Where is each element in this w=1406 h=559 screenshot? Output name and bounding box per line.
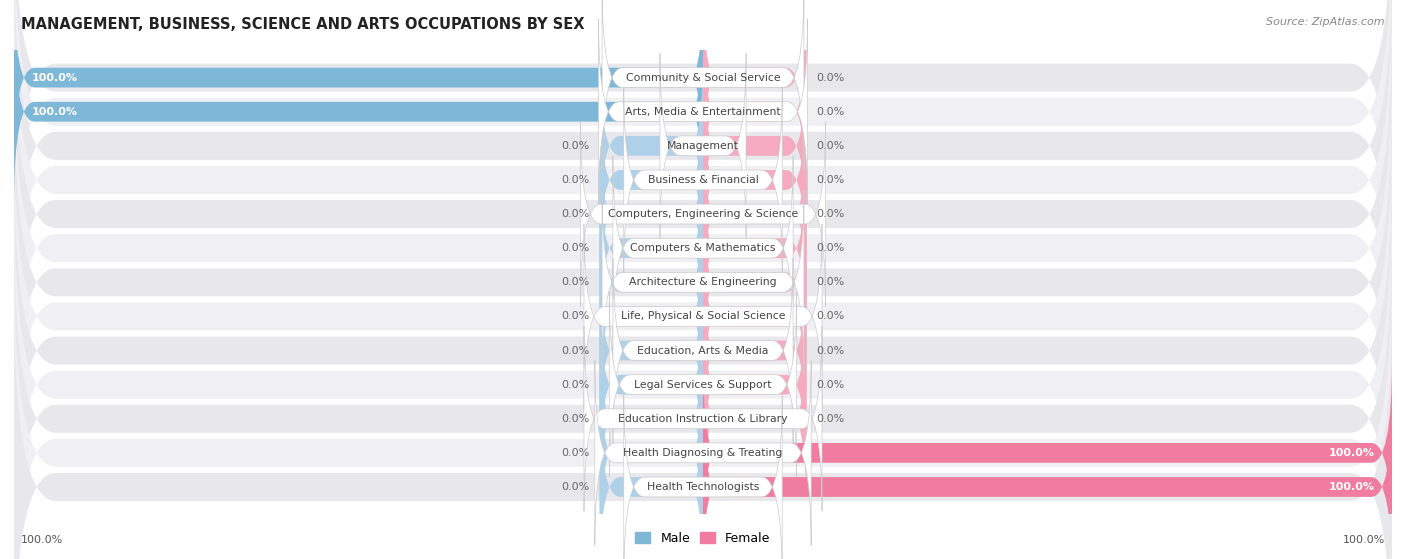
Text: 0.0%: 0.0% xyxy=(817,311,845,321)
Text: 0.0%: 0.0% xyxy=(561,209,589,219)
FancyBboxPatch shape xyxy=(599,361,703,546)
Text: 0.0%: 0.0% xyxy=(817,380,845,390)
Text: 100.0%: 100.0% xyxy=(21,535,63,545)
FancyBboxPatch shape xyxy=(703,395,1392,559)
FancyBboxPatch shape xyxy=(599,156,703,340)
FancyBboxPatch shape xyxy=(703,361,1392,546)
FancyBboxPatch shape xyxy=(703,190,807,375)
Text: 100.0%: 100.0% xyxy=(31,107,77,117)
FancyBboxPatch shape xyxy=(14,0,1392,337)
FancyBboxPatch shape xyxy=(14,228,1392,559)
Text: Legal Services & Support: Legal Services & Support xyxy=(634,380,772,390)
Text: 0.0%: 0.0% xyxy=(561,243,589,253)
FancyBboxPatch shape xyxy=(659,53,747,238)
FancyBboxPatch shape xyxy=(624,88,782,272)
Text: 0.0%: 0.0% xyxy=(561,141,589,151)
Text: 0.0%: 0.0% xyxy=(817,73,845,83)
Text: Business & Financial: Business & Financial xyxy=(648,175,758,185)
Text: 0.0%: 0.0% xyxy=(561,277,589,287)
FancyBboxPatch shape xyxy=(599,88,703,272)
Text: Health Technologists: Health Technologists xyxy=(647,482,759,492)
Text: Computers, Engineering & Science: Computers, Engineering & Science xyxy=(607,209,799,219)
FancyBboxPatch shape xyxy=(703,292,807,477)
FancyBboxPatch shape xyxy=(599,190,703,375)
Legend: Male, Female: Male, Female xyxy=(630,527,776,550)
Text: 0.0%: 0.0% xyxy=(561,448,589,458)
FancyBboxPatch shape xyxy=(599,292,703,477)
FancyBboxPatch shape xyxy=(703,156,807,340)
FancyBboxPatch shape xyxy=(703,19,807,204)
FancyBboxPatch shape xyxy=(599,122,703,306)
Text: 0.0%: 0.0% xyxy=(561,482,589,492)
Text: Architecture & Engineering: Architecture & Engineering xyxy=(630,277,776,287)
FancyBboxPatch shape xyxy=(599,326,703,511)
Text: Life, Physical & Social Science: Life, Physical & Social Science xyxy=(621,311,785,321)
Text: 0.0%: 0.0% xyxy=(817,107,845,117)
Text: Computers & Mathematics: Computers & Mathematics xyxy=(630,243,776,253)
FancyBboxPatch shape xyxy=(581,122,825,306)
Text: 0.0%: 0.0% xyxy=(817,141,845,151)
FancyBboxPatch shape xyxy=(599,395,703,559)
Text: Community & Social Service: Community & Social Service xyxy=(626,73,780,83)
Text: 0.0%: 0.0% xyxy=(561,345,589,356)
FancyBboxPatch shape xyxy=(14,23,1392,405)
FancyBboxPatch shape xyxy=(703,224,807,409)
FancyBboxPatch shape xyxy=(599,19,807,204)
FancyBboxPatch shape xyxy=(14,160,1392,541)
FancyBboxPatch shape xyxy=(14,296,1392,559)
FancyBboxPatch shape xyxy=(14,0,1392,371)
FancyBboxPatch shape xyxy=(583,224,823,409)
FancyBboxPatch shape xyxy=(599,258,703,443)
FancyBboxPatch shape xyxy=(602,0,804,170)
FancyBboxPatch shape xyxy=(613,156,793,340)
FancyBboxPatch shape xyxy=(703,88,807,272)
FancyBboxPatch shape xyxy=(613,258,793,443)
Text: MANAGEMENT, BUSINESS, SCIENCE AND ARTS OCCUPATIONS BY SEX: MANAGEMENT, BUSINESS, SCIENCE AND ARTS O… xyxy=(21,17,585,32)
FancyBboxPatch shape xyxy=(14,92,1392,473)
Text: 100.0%: 100.0% xyxy=(1343,535,1385,545)
FancyBboxPatch shape xyxy=(703,258,807,443)
Text: Management: Management xyxy=(666,141,740,151)
Text: Education Instruction & Library: Education Instruction & Library xyxy=(619,414,787,424)
Text: 0.0%: 0.0% xyxy=(561,175,589,185)
FancyBboxPatch shape xyxy=(599,53,703,238)
Text: 100.0%: 100.0% xyxy=(31,73,77,83)
FancyBboxPatch shape xyxy=(703,122,807,306)
FancyBboxPatch shape xyxy=(14,58,1392,439)
Text: 0.0%: 0.0% xyxy=(817,414,845,424)
FancyBboxPatch shape xyxy=(14,19,703,204)
FancyBboxPatch shape xyxy=(14,0,1392,302)
Text: 0.0%: 0.0% xyxy=(561,311,589,321)
FancyBboxPatch shape xyxy=(14,0,703,170)
Text: 0.0%: 0.0% xyxy=(817,175,845,185)
FancyBboxPatch shape xyxy=(14,262,1392,559)
Text: 0.0%: 0.0% xyxy=(817,345,845,356)
Text: 0.0%: 0.0% xyxy=(561,414,589,424)
FancyBboxPatch shape xyxy=(14,126,1392,507)
Text: Arts, Media & Entertainment: Arts, Media & Entertainment xyxy=(626,107,780,117)
FancyBboxPatch shape xyxy=(703,326,807,511)
Text: 0.0%: 0.0% xyxy=(817,209,845,219)
Text: 0.0%: 0.0% xyxy=(817,277,845,287)
Text: 0.0%: 0.0% xyxy=(817,243,845,253)
FancyBboxPatch shape xyxy=(583,326,823,511)
FancyBboxPatch shape xyxy=(595,361,811,546)
Text: Source: ZipAtlas.com: Source: ZipAtlas.com xyxy=(1267,17,1385,27)
Text: 100.0%: 100.0% xyxy=(1329,482,1375,492)
Text: 100.0%: 100.0% xyxy=(1329,448,1375,458)
FancyBboxPatch shape xyxy=(14,194,1392,559)
FancyBboxPatch shape xyxy=(14,0,1392,268)
FancyBboxPatch shape xyxy=(703,0,807,170)
FancyBboxPatch shape xyxy=(703,53,807,238)
Text: 0.0%: 0.0% xyxy=(561,380,589,390)
Text: Education, Arts & Media: Education, Arts & Media xyxy=(637,345,769,356)
FancyBboxPatch shape xyxy=(599,224,703,409)
FancyBboxPatch shape xyxy=(624,395,782,559)
Text: Health Diagnosing & Treating: Health Diagnosing & Treating xyxy=(623,448,783,458)
FancyBboxPatch shape xyxy=(609,292,797,477)
FancyBboxPatch shape xyxy=(602,190,804,375)
